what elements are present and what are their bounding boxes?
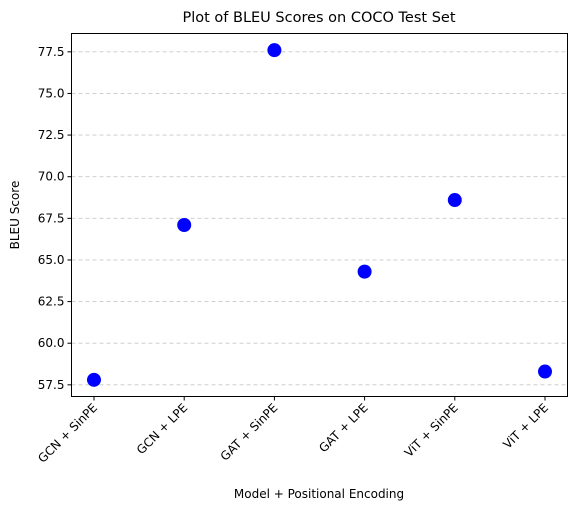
x-tick-label: GAT + LPE (316, 401, 371, 456)
data-point (447, 193, 462, 208)
x-tick-label: GCN + LPE (134, 401, 190, 457)
y-axis-ticks: 57.5 60.0 62.5 65.0 67.5 70.0 72.5 75.0 77.5 (38, 45, 72, 392)
x-axis-ticks: GCN + SinPE GCN + LPE GAT + SinPE GAT + LPE… (35, 396, 551, 466)
y-tick-label: 75.0 (38, 86, 65, 100)
chart-title: Plot of BLEU Scores on COCO Test Set (182, 10, 455, 26)
plot-frame (71, 33, 568, 397)
data-point (177, 217, 192, 232)
x-tick-label: GCN + SinPE (35, 401, 100, 466)
x-tick-label: GAT + SinPE (218, 401, 281, 464)
y-tick-label: 62.5 (38, 295, 65, 309)
data-point (87, 372, 101, 387)
y-tick-label: 57.5 (38, 378, 65, 392)
y-tick-label: 65.0 (38, 253, 65, 267)
x-tick-label: ViT + LPE (500, 401, 551, 452)
y-tick-label: 72.5 (38, 128, 65, 142)
grid-lines (71, 51, 568, 386)
y-tick-label: 70.0 (38, 170, 65, 184)
y-axis-label: BLEU Score (8, 181, 22, 250)
data-point (357, 264, 372, 279)
data-points (87, 43, 552, 387)
y-tick-label: 77.5 (38, 45, 65, 59)
y-tick-label: 60.0 (38, 336, 65, 350)
x-tick-label: ViT + SinPE (402, 401, 461, 460)
data-point (267, 43, 282, 58)
y-tick-label: 67.5 (38, 211, 65, 225)
data-point (538, 364, 552, 379)
x-axis-label: Model + Positional Encoding (234, 487, 404, 501)
